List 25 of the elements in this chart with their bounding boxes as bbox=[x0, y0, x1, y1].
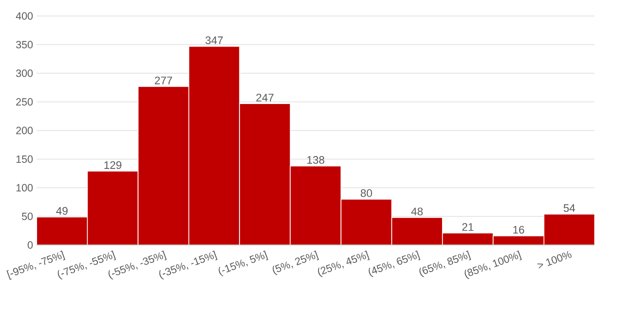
y-tick-label: 300 bbox=[16, 70, 33, 77]
y-tick-label: 50 bbox=[22, 212, 33, 220]
x-tick-label: (45%, 65%] bbox=[368, 250, 420, 278]
y-tick-label: 350 bbox=[16, 40, 33, 48]
y-tick-label: 200 bbox=[16, 126, 33, 134]
y-tick-label: 100 bbox=[16, 184, 33, 192]
x-tick-label: (25%, 45%] bbox=[318, 250, 370, 278]
y-tick-label: 400 bbox=[16, 12, 33, 20]
data-label: 247 bbox=[256, 94, 274, 102]
data-label: 21 bbox=[462, 223, 474, 231]
data-label: 129 bbox=[104, 161, 122, 169]
data-label: 54 bbox=[564, 204, 576, 212]
x-tick-label: > 100% bbox=[537, 251, 572, 268]
x-tick-label: (5%, 25%] bbox=[272, 250, 319, 276]
y-tick-label: 150 bbox=[16, 155, 33, 163]
data-label: 80 bbox=[360, 189, 372, 198]
data-label: 138 bbox=[307, 156, 324, 164]
data-label: 48 bbox=[411, 208, 423, 216]
y-tick-label: 250 bbox=[16, 98, 33, 106]
y-tick-label: 0 bbox=[28, 241, 33, 249]
data-label: 16 bbox=[513, 226, 524, 234]
data-label: 49 bbox=[56, 207, 68, 215]
data-label: 347 bbox=[205, 36, 223, 44]
x-tick-label: (-15%, 5%] bbox=[218, 250, 268, 276]
data-label: 277 bbox=[154, 76, 172, 84]
